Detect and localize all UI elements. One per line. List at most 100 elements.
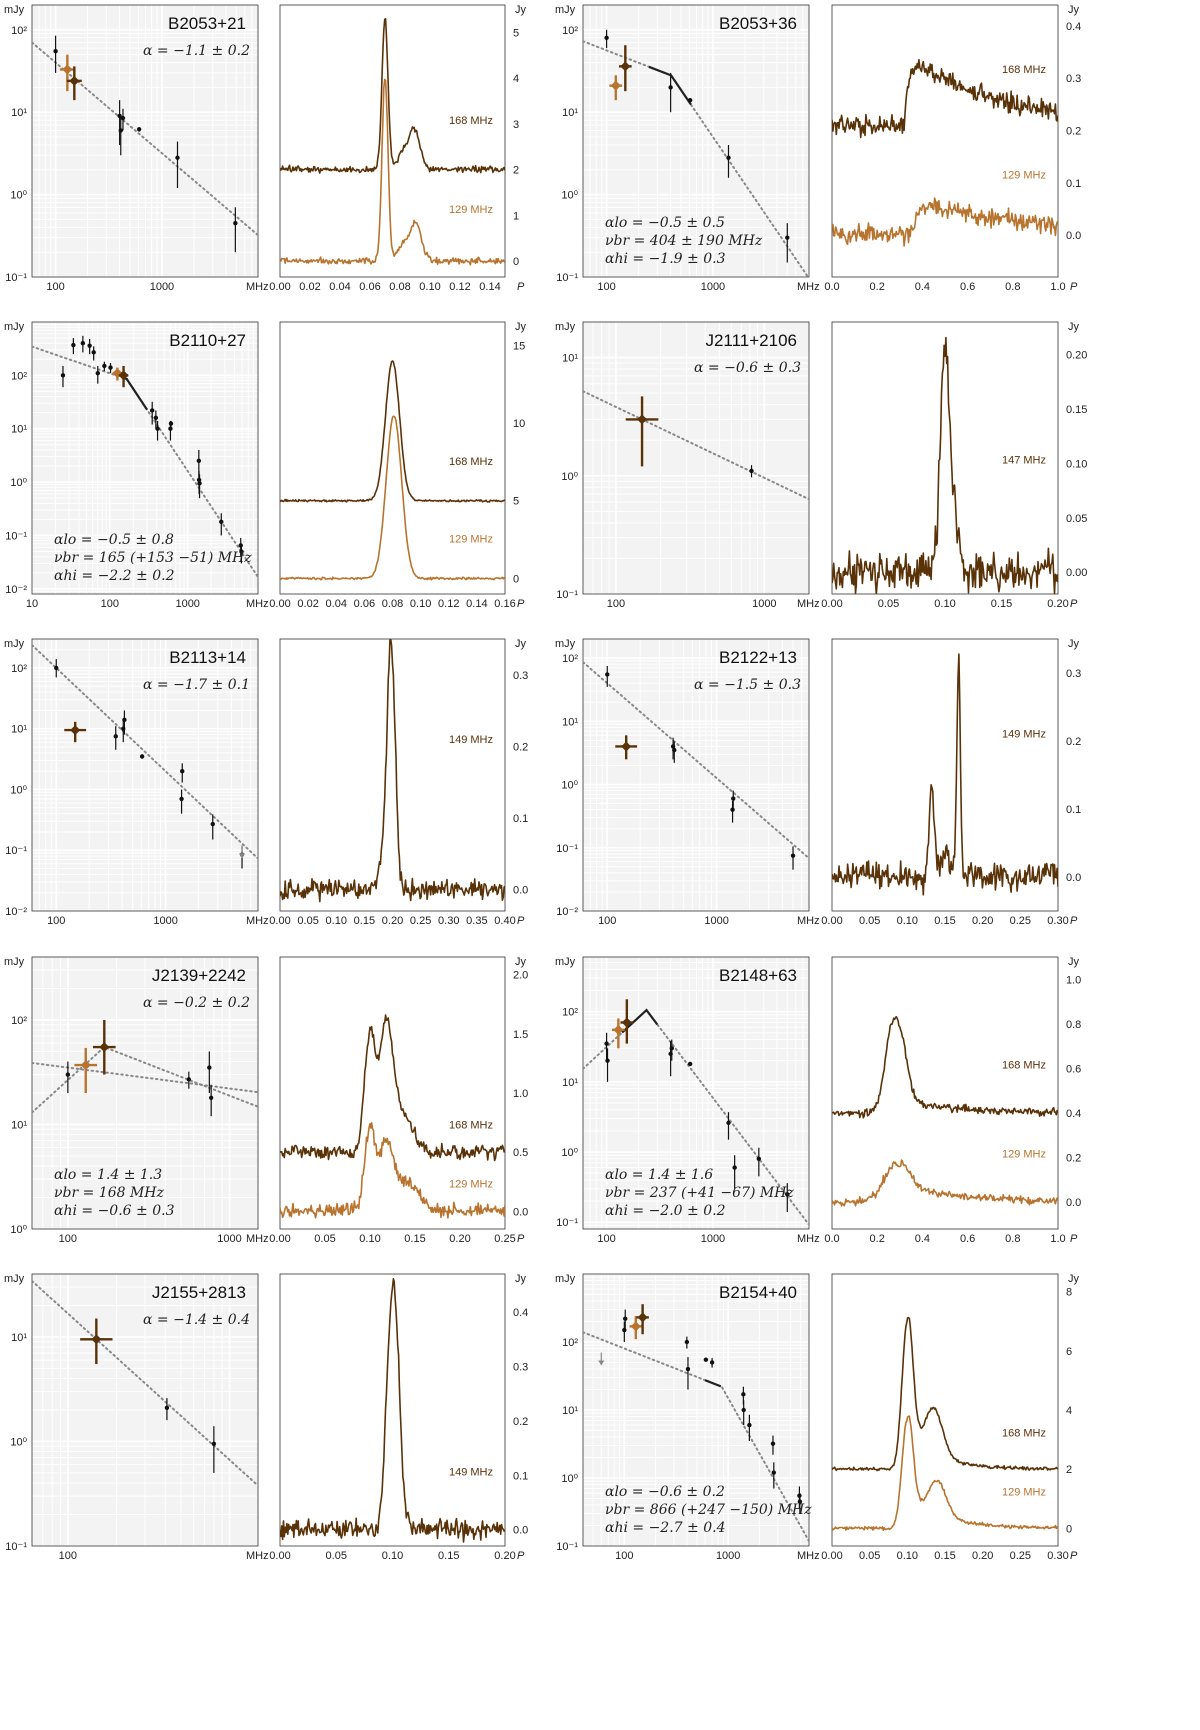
spectrum-plot: 100 1000 10⁰ 10¹ 10² mJy MHz J2139+2242 αlo = 1.… — [4, 956, 269, 1245]
profile-ytick-label: 15 — [513, 340, 525, 352]
profile-yunit: Jy — [515, 638, 527, 650]
spectrum-point — [102, 363, 107, 369]
profile-ytick-label: 0.3 — [1066, 73, 1081, 85]
profile-xtick-label: 0.15 — [354, 915, 375, 927]
spectrum-point — [703, 1357, 709, 1362]
profile-curve — [832, 1159, 1058, 1207]
profile-xtick-label: 0.08 — [389, 281, 410, 293]
spectrum-point — [95, 370, 100, 376]
spectrum-xtick-label: 100 — [607, 598, 625, 610]
profile-curve — [280, 1014, 505, 1162]
spectrum-point — [687, 1061, 693, 1067]
profile-xtick-label: 0.0 — [824, 1233, 839, 1245]
lofar-point — [637, 1312, 648, 1323]
profile-plot: 168 MHz 129 MHz 0.00 0.05 0.10 0.15 0.20 0.25 0.… — [269, 956, 528, 1245]
spectrum-point — [180, 769, 185, 774]
profile-ytick-label: 0.2 — [1066, 736, 1081, 748]
profile-ytick-label: 0.1 — [513, 1470, 528, 1482]
spectrum-point — [219, 519, 224, 525]
profile-xtick-label: 0.16 — [494, 598, 515, 610]
spectrum-frame — [31, 321, 259, 595]
panel-J2111+2106: 100 1000 10⁻¹ 10⁰ 10¹ mJy MHz J2111+2106 α = −0.… — [555, 321, 1087, 610]
spectrum-ytick-label: 10⁰ — [561, 190, 578, 202]
pulsar-name: B2122+13 — [719, 648, 797, 667]
profile-curve-group — [832, 653, 1058, 896]
profile-xtick-label: 0.15 — [404, 1233, 425, 1245]
spectrum-ytick-label: 10⁻¹ — [5, 272, 27, 284]
spectrum-ytick-label: 10⁻¹ — [556, 272, 578, 284]
spectrum-yunit: mJy — [555, 1273, 576, 1285]
panel-B2053+21: 100 1000 10⁻¹ 10⁰ 10¹ 10² mJy MHz B2053+21 α = −1… — [4, 4, 527, 293]
profile-freq-label: 149 MHz — [1002, 729, 1046, 741]
profile-curve — [280, 1122, 505, 1219]
spectrum-point — [622, 1327, 627, 1333]
spectrum-point — [669, 1046, 674, 1051]
profile-freq-label: 168 MHz — [1002, 64, 1046, 76]
profile-xtick-label: 0.10 — [410, 598, 431, 610]
profile-curve-group — [832, 1015, 1058, 1207]
profile-curve-group — [280, 1278, 505, 1543]
profile-frame — [831, 956, 1059, 1230]
profile-ytick-label: 0.3 — [513, 1361, 528, 1373]
profile-xunit: P — [517, 1550, 525, 1562]
spectrum-point — [108, 365, 113, 370]
spectrum-xtick-label: 100 — [597, 1233, 615, 1245]
profile-plot: 149 MHz 0.00 0.05 0.10 0.15 0.20 0.25 0.30 0.35 0… — [269, 638, 528, 927]
profile-xtick-label: 0.00 — [821, 1550, 842, 1562]
spectrum-ytick-label: 10⁰ — [10, 1436, 27, 1448]
profile-freq-label: 129 MHz — [1002, 1487, 1046, 1499]
profile-xtick-label: 0.0 — [824, 281, 839, 293]
spectrum-xtick-label: 100 — [59, 1550, 77, 1562]
spectrum-xtick-label: 1000 — [217, 1233, 241, 1245]
lofar-point — [613, 1024, 624, 1035]
alpha-label: νbr = 866 (+247 −150) MHz — [605, 1502, 812, 1518]
profile-xtick-label: 0.40 — [494, 915, 515, 927]
profile-xtick-label: 0.10 — [359, 1233, 380, 1245]
alpha-label: νbr = 165 (+153 −51) MHz — [54, 550, 252, 566]
spectrum-point — [604, 1041, 609, 1046]
spectrum-ytick-label: 10⁻² — [556, 906, 578, 918]
alpha-label: α = −1.5 ± 0.3 — [694, 677, 801, 693]
profile-ytick-label: 0.0 — [1066, 872, 1081, 884]
profile-ytick-label: 2.0 — [513, 970, 528, 982]
profile-freq-label: 149 MHz — [449, 734, 493, 746]
spectrum-fit-group — [583, 1331, 809, 1543]
profile-xtick-label: 0.15 — [934, 915, 955, 927]
profile-xunit: P — [1070, 281, 1078, 293]
profile-plot: 149 MHz 0.00 0.05 0.10 0.15 0.20 0.25 0.30 0.0 0.… — [821, 638, 1081, 927]
profile-xtick-label: 0.20 — [972, 1550, 993, 1562]
spectrum-fit-group — [32, 1280, 258, 1487]
spectrum-point — [136, 127, 142, 132]
spectrum-fit-group — [32, 644, 258, 860]
profile-yunit: Jy — [515, 956, 527, 968]
spectrum-point — [741, 1407, 746, 1413]
profile-xtick-label: 0.25 — [1010, 1550, 1031, 1562]
profile-xtick-label: 0.00 — [269, 281, 290, 293]
spectrum-xtick-label: 100 — [597, 281, 615, 293]
spectrum-point — [196, 458, 202, 464]
profile-ytick-label: 6 — [1066, 1346, 1072, 1358]
spectrum-yunit: mJy — [4, 1273, 25, 1285]
profile-xtick-label: 0.25 — [494, 1233, 515, 1245]
profile-xtick-label: 0.10 — [897, 1550, 918, 1562]
profile-xtick-label: 0.05 — [314, 1233, 335, 1245]
profile-xtick-label: 0.14 — [466, 598, 487, 610]
alpha-label: α = −1.4 ± 0.4 — [143, 1312, 250, 1328]
profile-xtick-label: 0.4 — [915, 1233, 930, 1245]
spectrum-point — [731, 796, 736, 801]
lofar-point — [62, 64, 73, 75]
profile-curve-group — [832, 1316, 1058, 1531]
alpha-label: αlo = −0.5 ± 0.8 — [54, 532, 174, 548]
spectrum-point — [239, 549, 244, 554]
spectrum-yunit: mJy — [4, 4, 25, 16]
profile-xtick-label: 0.35 — [466, 915, 487, 927]
spectrum-frame — [31, 4, 259, 278]
profile-xunit: P — [517, 1233, 525, 1245]
spectrum-fit-line — [32, 1280, 258, 1487]
profile-ytick-label: 5 — [513, 27, 519, 39]
profile-plot: 168 MHz 129 MHz 0.0 0.2 0.4 0.6 0.8 1.0 0.0 0.2 0.… — [824, 956, 1081, 1245]
profile-frame — [279, 321, 506, 595]
spectrum-fit-solid — [621, 1008, 659, 1034]
profile-ytick-label: 0.2 — [513, 741, 528, 753]
profile-ytick-label: 2 — [1066, 1464, 1072, 1476]
